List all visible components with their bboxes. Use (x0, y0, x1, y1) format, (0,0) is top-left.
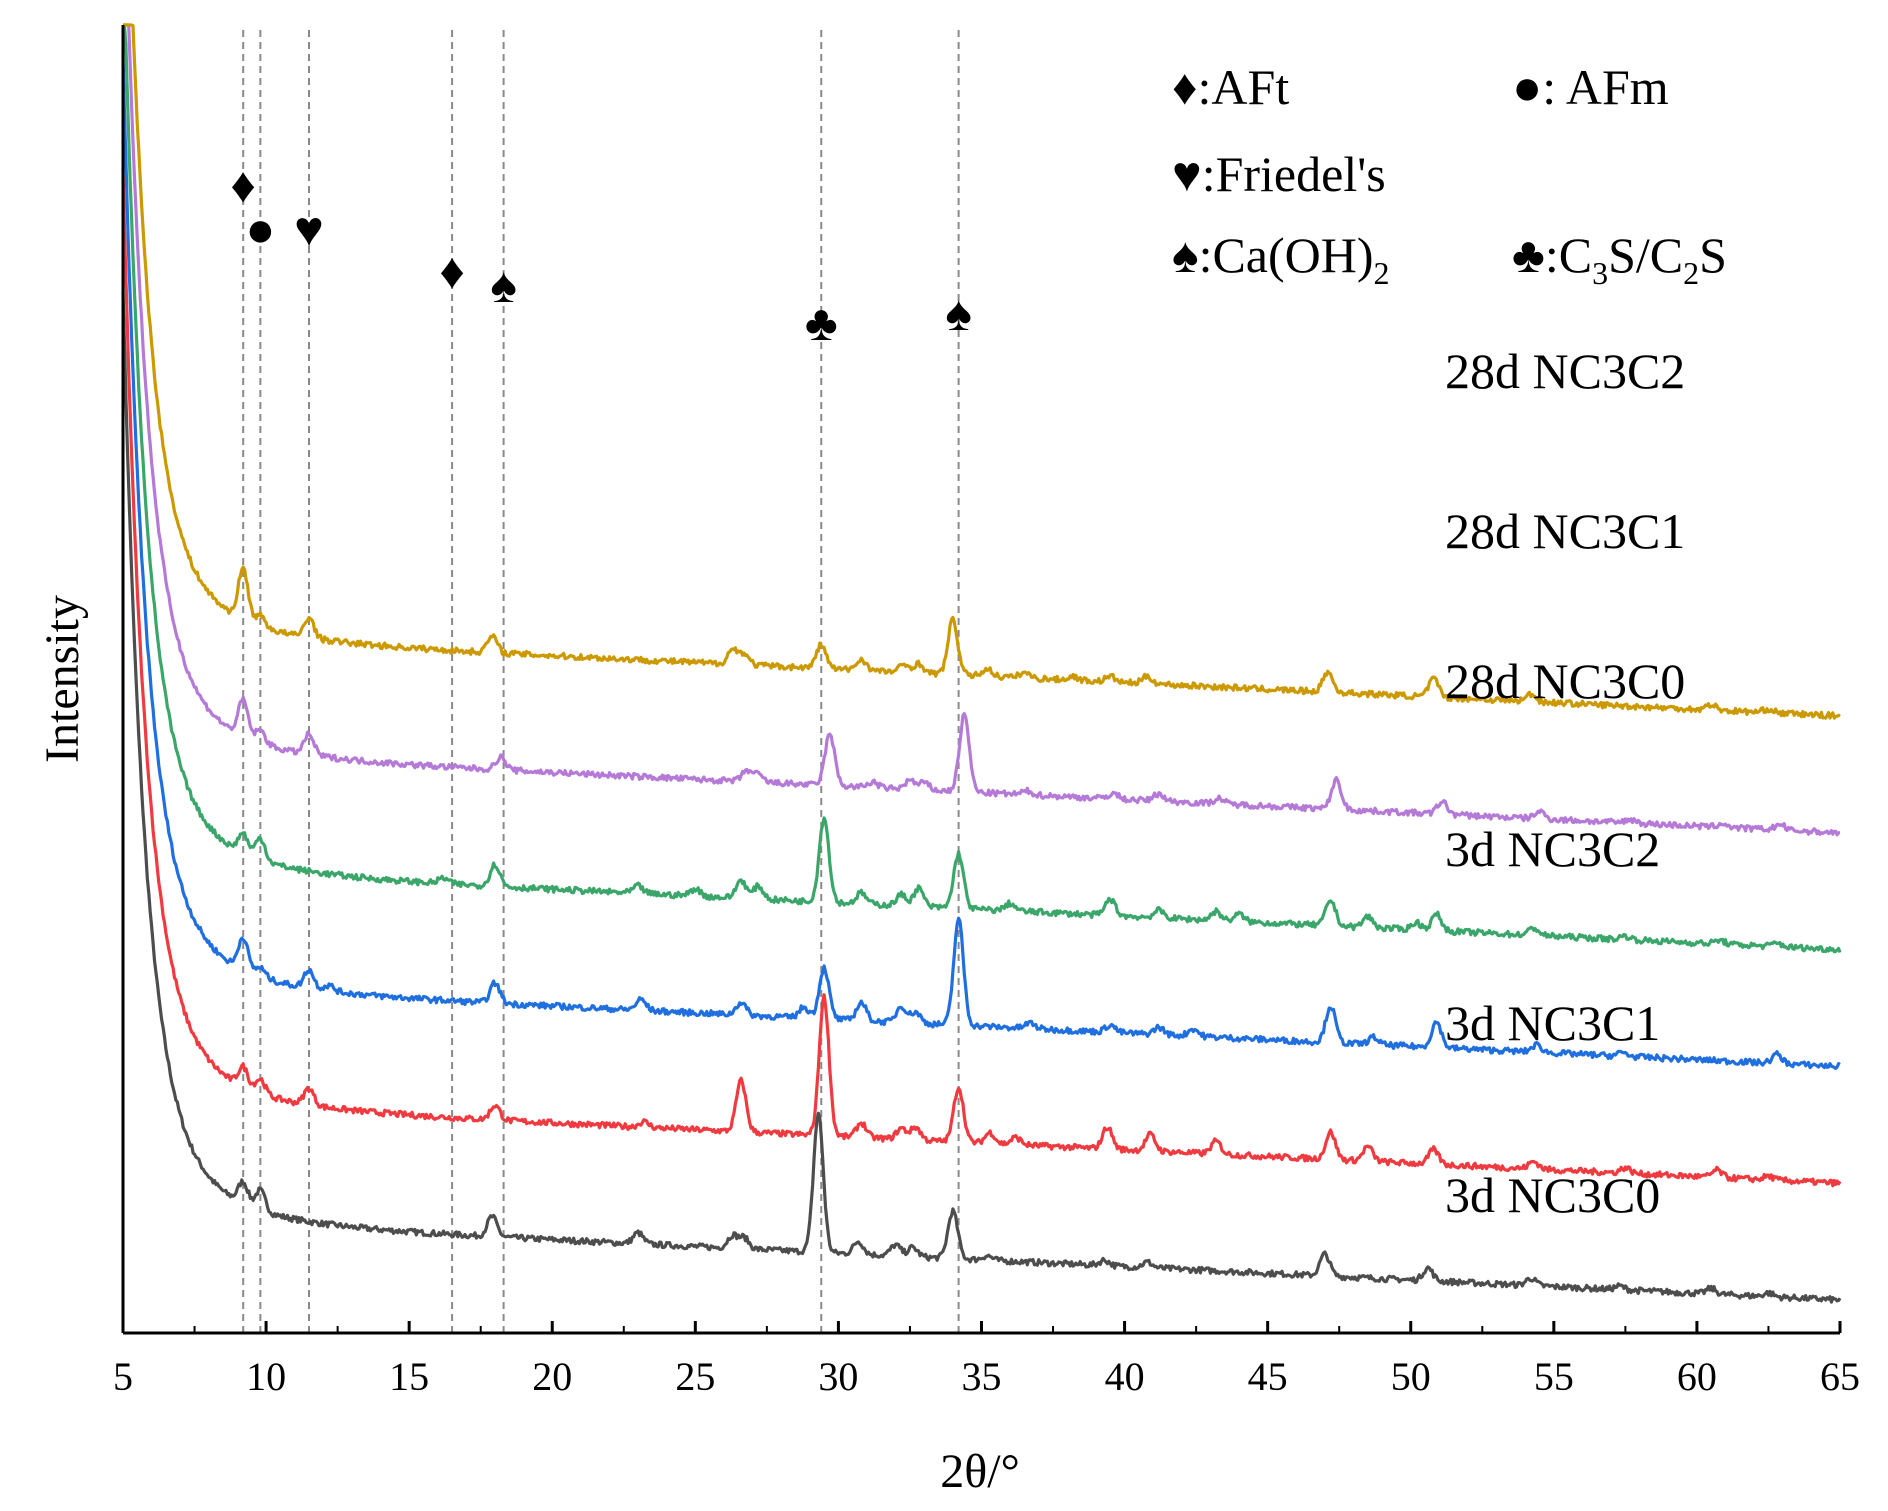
x-tick-label: 30 (818, 1354, 858, 1399)
series-line (122, 23, 1842, 954)
x-tick-label: 20 (532, 1354, 572, 1399)
legend-caoh2: ♠:Ca(OH)2 (1172, 227, 1390, 291)
series-line (121, 169, 1842, 1188)
peak-marker: ♥ (294, 201, 324, 257)
x-tick-label: 45 (1248, 1354, 1288, 1399)
series-line (121, 54, 1841, 1070)
legend-friedels: ♥:Friedel's (1172, 146, 1386, 202)
legend: ♦:AFt ●: AFm ♥:Friedel's ♠:Ca(OH)2 ♣:C3S… (1172, 59, 1727, 291)
series-line (122, 23, 1841, 837)
series-label: 28d NC3C0 (1445, 653, 1685, 709)
x-tick-label: 60 (1677, 1354, 1717, 1399)
x-tick-label: 10 (246, 1354, 286, 1399)
legend-c3s-c2s: ♣:C3S/C2S (1512, 227, 1727, 291)
legend-aft: ♦:AFt (1172, 59, 1289, 115)
x-tick-label: 50 (1391, 1354, 1431, 1399)
peak-marker: ♦ (439, 243, 465, 299)
x-ticks: 5 10 15 20 25 30 35 40 45 50 55 60 65 (113, 1321, 1860, 1399)
x-tick-label: 25 (675, 1354, 715, 1399)
x-tick-label: 15 (389, 1354, 429, 1399)
series-label: 3d NC3C1 (1445, 995, 1660, 1051)
series-label: 3d NC3C0 (1445, 1167, 1660, 1223)
peak-markers: ♦● ♥♦ ♠♣ ♠ (230, 157, 971, 351)
x-axis-title: 2θ/° (940, 1445, 1020, 1498)
series-label: 28d NC3C1 (1445, 503, 1685, 559)
x-tick-label: 40 (1105, 1354, 1145, 1399)
y-axis-title: Intensity (36, 595, 89, 763)
legend-afm: ●: AFm (1512, 59, 1669, 115)
peak-marker: ♦ (230, 157, 256, 213)
x-tick-label: 55 (1534, 1354, 1574, 1399)
x-tick-label: 65 (1820, 1354, 1860, 1399)
peak-marker: ♠ (490, 257, 517, 313)
series-layer (121, 23, 1842, 1304)
x-tick-label: 5 (113, 1354, 133, 1399)
series-line (121, 291, 1842, 1304)
series-line (122, 23, 1841, 720)
reference-lines (242, 30, 960, 1333)
x-tick-label: 35 (962, 1354, 1002, 1399)
series-labels: 3d NC3C0 3d NC3C1 3d NC3C2 28d NC3C0 28d NC3… (1445, 343, 1685, 1223)
series-label: 28d NC3C2 (1445, 343, 1685, 399)
peak-marker: ♣ (805, 295, 838, 351)
peak-marker: ● (245, 201, 275, 257)
series-label: 3d NC3C2 (1445, 821, 1660, 877)
peak-marker: ♠ (945, 285, 972, 341)
